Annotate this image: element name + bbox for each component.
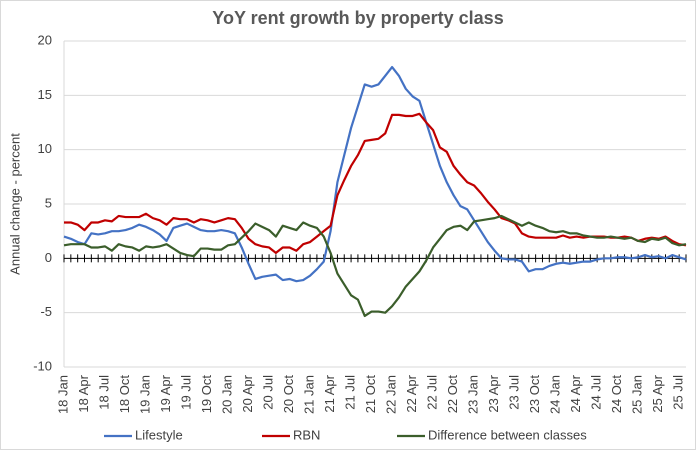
- y-tick-label: 10: [38, 141, 52, 156]
- x-tick-label: 23 Jan: [466, 375, 481, 414]
- series-line: [64, 112, 687, 254]
- x-tick-label: 18 Jul: [96, 375, 111, 410]
- x-tick-label: 25 Jan: [630, 375, 645, 414]
- x-tick-label: 24 Jul: [589, 375, 604, 410]
- y-tick-label: 15: [38, 87, 52, 102]
- legend-label: Difference between classes: [428, 427, 587, 442]
- x-tick-label: 25 Apr: [650, 374, 665, 412]
- x-tick-label: 20 Apr: [240, 374, 255, 412]
- x-tick-label: 23 Apr: [486, 374, 501, 412]
- y-axis-label: Annual change - percent: [7, 133, 22, 275]
- y-tick-label: -10: [33, 358, 52, 373]
- x-tick-label: 18 Jan: [55, 375, 70, 414]
- x-tick-label: 24 Apr: [568, 374, 583, 412]
- x-tick-label: 23 Oct: [527, 375, 542, 414]
- y-tick-label: 20: [38, 32, 52, 47]
- x-tick-label: 18 Apr: [76, 374, 91, 412]
- x-tick-label: 22 Apr: [404, 374, 419, 412]
- x-tick-label: 21 Oct: [363, 375, 378, 414]
- x-tick-label: 25 Jul: [671, 375, 686, 410]
- y-tick-label: 0: [45, 250, 52, 265]
- x-tick-label: 19 Oct: [199, 375, 214, 414]
- x-tick-label: 20 Jul: [260, 375, 275, 410]
- x-tick-label: 19 Jul: [178, 375, 193, 410]
- x-tick-label: 19 Apr: [158, 374, 173, 412]
- x-tick-label: 24 Oct: [609, 375, 624, 414]
- x-tick-label: 24 Jan: [548, 375, 563, 414]
- x-tick-label: 19 Jan: [137, 375, 152, 414]
- x-tick-label: 23 Jul: [507, 375, 522, 410]
- x-tick-label: 20 Jan: [219, 375, 234, 414]
- legend-label: RBN: [293, 427, 320, 442]
- x-tick-label: 21 Jan: [302, 375, 317, 414]
- chart-title: YoY rent growth by property class: [212, 8, 503, 28]
- x-tick-label: 21 Apr: [322, 374, 337, 412]
- y-tick-label: 5: [45, 195, 52, 210]
- x-tick-label: 22 Oct: [445, 375, 460, 414]
- x-tick-label: 22 Jan: [384, 375, 399, 414]
- x-tick-label: 21 Jul: [343, 375, 358, 410]
- x-tick-label: 18 Oct: [117, 375, 132, 414]
- y-tick-label: -5: [40, 304, 52, 319]
- x-tick-label: 22 Jul: [425, 375, 440, 410]
- legend-label: Lifestyle: [135, 427, 183, 442]
- series-line: [63, 65, 687, 283]
- series-line: [63, 214, 687, 318]
- x-tick-label: 20 Oct: [281, 375, 296, 414]
